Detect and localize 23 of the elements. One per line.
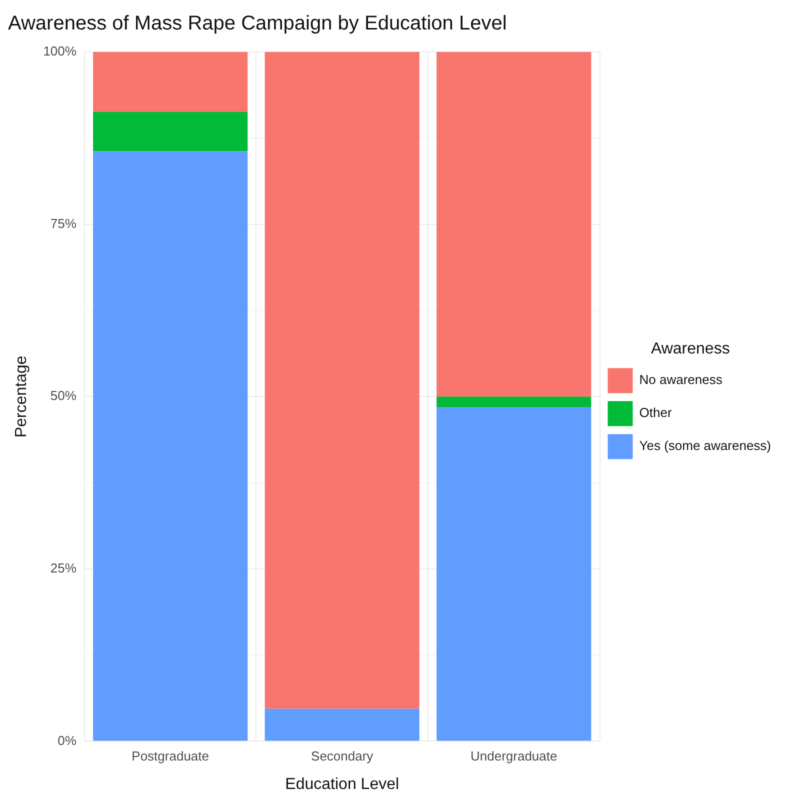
legend-label: Yes (some awareness): [639, 438, 772, 454]
bar: [436, 52, 592, 397]
y-tick-label: 100%: [43, 44, 77, 59]
x-tick-label: Secondary: [311, 748, 374, 764]
bar: [93, 151, 248, 741]
chart-title: Awareness of Mass Rape Campaign by Education Level: [8, 12, 507, 35]
y-tick-label: 0%: [58, 732, 77, 748]
x-axis-title: Education Level: [285, 776, 400, 793]
bar: [264, 52, 420, 709]
bar: [436, 396, 592, 407]
y-tick-label: 50%: [50, 388, 77, 404]
y-axis-title: Percentage: [13, 356, 30, 438]
legend-label: No awareness: [639, 372, 723, 388]
bar: [93, 112, 248, 152]
bar: [93, 52, 248, 112]
bar: [264, 708, 420, 741]
y-tick-label: 75%: [50, 216, 77, 231]
legend-label: Other: [639, 405, 672, 420]
x-tick-label: Undergraduate: [470, 748, 558, 764]
bar: [436, 406, 592, 741]
y-tick-label: 25%: [50, 560, 77, 576]
x-tick-label: Postgraduate: [132, 748, 210, 764]
legend-title: Awareness: [650, 340, 730, 358]
